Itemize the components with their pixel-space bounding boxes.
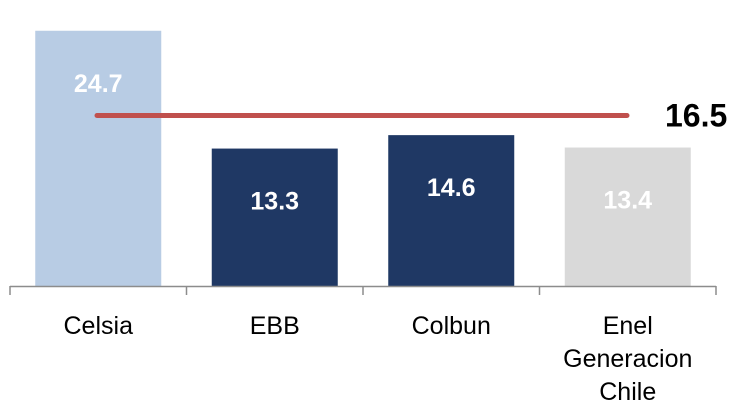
x-axis: Celsia EBB Colbun Enel Generacion Chile (9, 285, 717, 406)
x-tick-label-line: Chile (599, 378, 656, 406)
x-tick-label-line: Enel (603, 312, 653, 340)
bar-enel-generacion-chile (564, 147, 691, 286)
bars-layer (35, 30, 691, 287)
labels-layer: 24.7 13.3 14.6 13.4 (74, 70, 652, 216)
x-tick-label: Colbun (412, 312, 491, 340)
reference-line-label: 16.5 (665, 98, 727, 134)
x-tick-label-line: Colbun (412, 312, 491, 340)
bar-value-label: 14.6 (427, 174, 476, 202)
x-tick-label: EBB (250, 312, 300, 340)
reference-line-layer: 16.5 (94, 98, 727, 134)
bar-ebb (211, 148, 338, 286)
bar-value-label: 24.7 (74, 70, 123, 98)
x-tick-label: Celsia (64, 312, 134, 340)
bar-value-label: 13.4 (603, 187, 652, 215)
x-tick-label-line: Celsia (64, 312, 134, 340)
x-tick-label-line: EBB (250, 312, 300, 340)
bar-value-label: 13.3 (250, 188, 299, 216)
x-tick-label: Enel Generacion Chile (563, 312, 692, 406)
bar-colbun (388, 135, 515, 286)
bar-celsia (35, 30, 162, 287)
x-tick-label-line: Generacion (563, 345, 692, 373)
